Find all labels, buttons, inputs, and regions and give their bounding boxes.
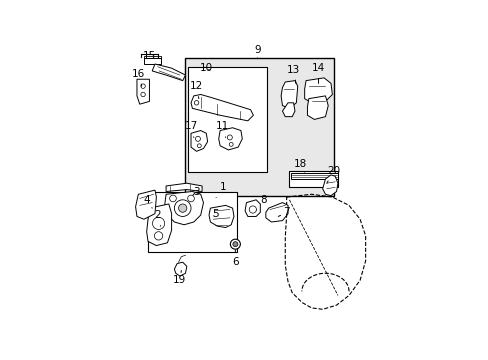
Polygon shape	[166, 183, 202, 192]
Text: 5: 5	[212, 209, 219, 219]
Text: 10: 10	[199, 63, 212, 73]
Polygon shape	[208, 205, 233, 228]
Polygon shape	[290, 173, 337, 179]
Text: 17: 17	[184, 121, 197, 138]
Polygon shape	[218, 128, 242, 150]
Bar	[148, 192, 236, 252]
Circle shape	[232, 242, 237, 247]
Text: 18: 18	[293, 159, 306, 172]
Polygon shape	[152, 64, 185, 81]
Text: 1: 1	[216, 183, 226, 198]
Text: 20: 20	[326, 166, 340, 183]
Polygon shape	[137, 79, 149, 104]
Text: 13: 13	[286, 64, 300, 84]
Polygon shape	[135, 190, 156, 219]
Text: 4: 4	[143, 195, 152, 208]
Circle shape	[141, 92, 145, 97]
Polygon shape	[191, 94, 253, 121]
Polygon shape	[322, 175, 337, 195]
Polygon shape	[191, 131, 207, 151]
Text: 12: 12	[189, 81, 203, 99]
Circle shape	[227, 135, 232, 140]
Text: 2: 2	[154, 210, 161, 226]
Polygon shape	[164, 192, 203, 225]
Circle shape	[197, 144, 201, 148]
Text: 11: 11	[216, 121, 229, 138]
Polygon shape	[174, 262, 186, 276]
Text: 6: 6	[232, 250, 238, 267]
Bar	[185, 58, 333, 195]
Polygon shape	[143, 58, 160, 64]
Bar	[289, 171, 337, 187]
Circle shape	[194, 100, 198, 105]
Text: 7: 7	[278, 207, 289, 217]
Text: 19: 19	[173, 270, 186, 285]
Circle shape	[152, 217, 164, 229]
Circle shape	[178, 204, 186, 212]
Circle shape	[141, 84, 145, 89]
Circle shape	[249, 206, 256, 213]
Text: 8: 8	[256, 195, 266, 210]
Polygon shape	[244, 200, 260, 216]
Circle shape	[229, 143, 233, 146]
Text: 15: 15	[142, 51, 156, 61]
Polygon shape	[281, 81, 297, 108]
Circle shape	[154, 232, 163, 240]
Polygon shape	[146, 204, 171, 246]
Text: 14: 14	[311, 63, 325, 84]
Text: 3: 3	[193, 186, 200, 197]
Polygon shape	[282, 103, 294, 117]
Bar	[188, 67, 267, 172]
Circle shape	[169, 195, 176, 202]
Polygon shape	[304, 78, 332, 103]
Circle shape	[230, 239, 240, 249]
Circle shape	[174, 200, 191, 216]
Polygon shape	[265, 203, 287, 222]
Polygon shape	[307, 96, 327, 120]
Circle shape	[187, 195, 194, 202]
Text: 16: 16	[131, 69, 144, 86]
Text: 9: 9	[254, 45, 260, 58]
Circle shape	[195, 136, 200, 141]
